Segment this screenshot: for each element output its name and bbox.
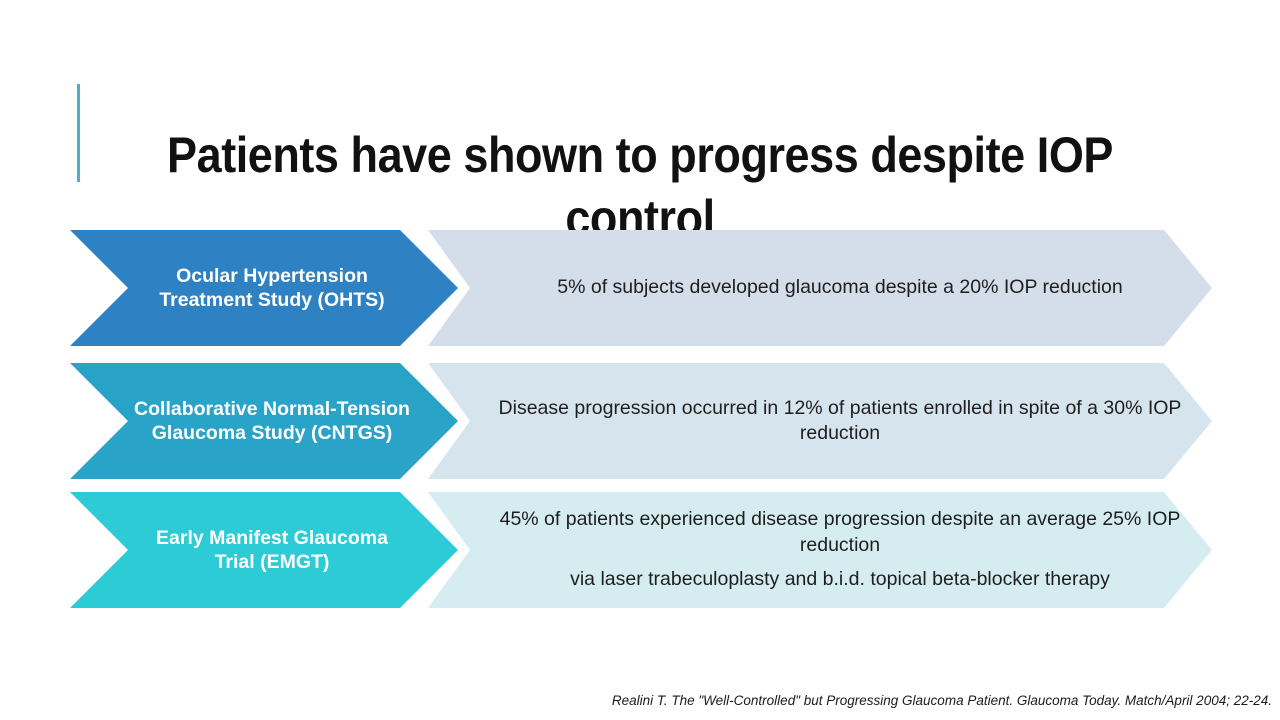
finding-band-shape — [428, 230, 1212, 346]
study-row-emgt: Early Manifest Glaucoma Trial (EMGT) 45%… — [70, 492, 1212, 608]
study-name: Ocular Hypertension Treatment Study (OHT… — [159, 264, 385, 311]
slide-title: Patients have shown to progress despite … — [167, 126, 1113, 246]
study-arrow-shape — [70, 230, 458, 346]
study-finding: 45% of patients experienced disease prog… — [490, 492, 1190, 608]
finding-line: 45% of patients experienced disease prog… — [499, 508, 1181, 556]
row-shapes — [70, 363, 1212, 479]
finding-band-shape — [428, 363, 1212, 479]
row-shapes — [70, 230, 1212, 346]
finding-band-shape — [428, 492, 1212, 608]
study-arrow-shape — [70, 363, 458, 479]
study-row-ohts: Ocular Hypertension Treatment Study (OHT… — [70, 230, 1212, 346]
study-finding: Disease progression occurred in 12% of p… — [490, 363, 1190, 479]
row-shapes — [70, 492, 1212, 608]
study-name: Early Manifest Glaucoma Trial (EMGT) — [156, 526, 388, 573]
accent-bar — [77, 84, 80, 182]
study-name: Collaborative Normal-Tension Glaucoma St… — [134, 397, 410, 444]
study-row-cntgs: Collaborative Normal-Tension Glaucoma St… — [70, 363, 1212, 479]
finding-line-secondary: via laser trabeculoplasty and b.i.d. top… — [570, 568, 1110, 591]
study-finding: 5% of subjects developed glaucoma despit… — [490, 230, 1190, 346]
finding-line: 5% of subjects developed glaucoma despit… — [557, 276, 1123, 299]
study-arrow-shape — [70, 492, 458, 608]
citation: Realini T. The "Well-Controlled" but Pro… — [611, 693, 1272, 708]
finding-line: Disease progression occurred in 12% of p… — [498, 396, 1182, 444]
